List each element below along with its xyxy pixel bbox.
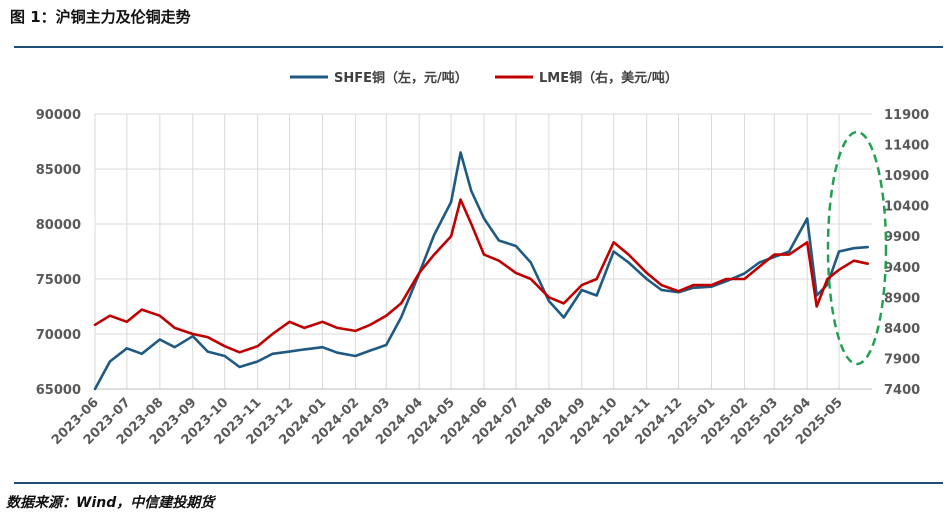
y-left-tick-label: 70000 xyxy=(36,328,81,343)
series-line-shfe xyxy=(93,151,870,391)
y-right-tick-label: 10900 xyxy=(884,169,929,184)
chart: 65000 70000 75000 80000 85000 90000 7400 7900 84… xyxy=(36,70,929,448)
y-left-tick-label: 85000 xyxy=(36,163,81,178)
highlight-ellipse xyxy=(826,130,888,366)
y-right-tick-label: 7400 xyxy=(884,383,920,398)
figure-title: 图 1：沪铜主力及伦铜走势 xyxy=(10,8,191,26)
bottom-rule xyxy=(14,482,943,484)
y-right-tick-label: 7900 xyxy=(884,352,920,367)
top-rule xyxy=(14,46,943,48)
y-right-tick-label: 8900 xyxy=(884,291,920,306)
y-left-tick-label: 75000 xyxy=(36,273,81,288)
grid xyxy=(94,113,872,389)
legend-label-shfe: SHFE铜（左，元/吨） xyxy=(334,70,468,86)
y-left-tick-label: 65000 xyxy=(36,383,81,398)
y-right-tick-label: 10400 xyxy=(884,200,929,215)
y-left-tick-label: 80000 xyxy=(36,218,81,233)
source-note: 数据来源：Wind，中信建投期货 xyxy=(6,495,215,511)
y-right-tick-label: 11900 xyxy=(884,108,929,123)
y-right-tick-label: 9400 xyxy=(884,261,920,276)
series-line-lme xyxy=(93,198,870,354)
y-right-tick-label: 9900 xyxy=(884,230,920,245)
axes: 65000 70000 75000 80000 85000 90000 7400 7900 84… xyxy=(36,108,929,448)
legend-label-lme: LME铜（右，美元/吨） xyxy=(539,70,678,86)
y-left-tick-label: 90000 xyxy=(36,108,81,123)
y-right-tick-label: 11400 xyxy=(884,139,929,154)
series-lines xyxy=(93,151,870,391)
legend: SHFE铜（左，元/吨） LME铜（右，美元/吨） xyxy=(290,70,678,86)
y-right-tick-label: 8400 xyxy=(884,322,920,337)
